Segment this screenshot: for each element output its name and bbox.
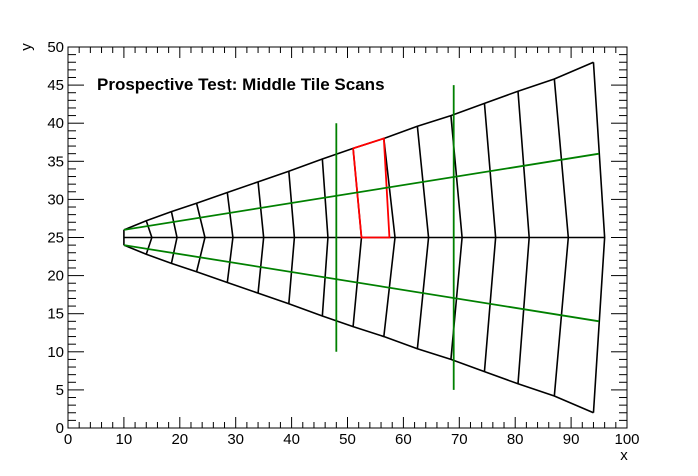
tile-boundary xyxy=(257,181,265,294)
y-tick-label: 45 xyxy=(47,77,64,94)
y-tick-label: 25 xyxy=(47,230,64,247)
x-tick-label: 70 xyxy=(451,431,468,448)
x-tick-label: 90 xyxy=(563,431,580,448)
scan-line xyxy=(123,152,600,231)
y-tick-label: 50 xyxy=(47,39,64,56)
highlight-tile xyxy=(352,137,391,239)
tile-boundary xyxy=(416,126,430,349)
highlight-tile-outline xyxy=(352,137,391,239)
y-tick-label: 20 xyxy=(47,268,64,285)
x-tick-label: 100 xyxy=(614,431,639,448)
x-tick-label: 40 xyxy=(283,431,300,448)
x-tick-labels: 0 10 20 30 40 50 60 70 80 90 100 xyxy=(64,431,640,448)
y-tick-label: 5 xyxy=(56,382,64,399)
tile-boundary xyxy=(553,78,570,397)
tile-boundary xyxy=(592,62,606,413)
y-tick-label: 15 xyxy=(47,306,64,323)
major-ticks xyxy=(67,46,628,429)
x-tick-label: 10 xyxy=(116,431,133,448)
x-tick-label: 30 xyxy=(227,431,244,448)
tile-boundary xyxy=(195,203,206,272)
x-tick-label: 60 xyxy=(395,431,412,448)
tile-boundary xyxy=(226,192,234,283)
y-tick-label: 30 xyxy=(47,191,64,208)
y-axis-title: y xyxy=(18,43,35,51)
tile-boundary xyxy=(321,158,329,317)
tile-boundary xyxy=(450,115,463,360)
x-tick-label: 20 xyxy=(171,431,188,448)
wedge-lower-edge xyxy=(123,244,594,414)
x-tick-label: 80 xyxy=(507,431,524,448)
x-axis-title: x xyxy=(620,447,628,464)
scan-lines xyxy=(123,85,600,390)
tile-boundary xyxy=(517,91,530,384)
wedge-upper-edge xyxy=(123,61,594,231)
x-tick-label: 50 xyxy=(339,431,356,448)
y-tick-label: 0 xyxy=(56,420,64,437)
tile-boundary xyxy=(483,103,497,372)
chart-title: Prospective Test: Middle Tile Scans xyxy=(97,75,385,94)
tile-boundary xyxy=(383,138,396,337)
y-tick-labels: 0 5 10 15 20 25 30 35 40 45 50 xyxy=(47,39,64,437)
x-tick-label: 0 xyxy=(64,431,72,448)
tile-boundary xyxy=(288,171,296,304)
tile-boundary xyxy=(170,211,178,264)
y-tick-label: 40 xyxy=(47,115,64,132)
y-tick-label: 10 xyxy=(47,344,64,361)
y-tick-label: 35 xyxy=(47,153,64,170)
minor-ticks xyxy=(68,47,627,428)
scan-line xyxy=(123,244,600,323)
